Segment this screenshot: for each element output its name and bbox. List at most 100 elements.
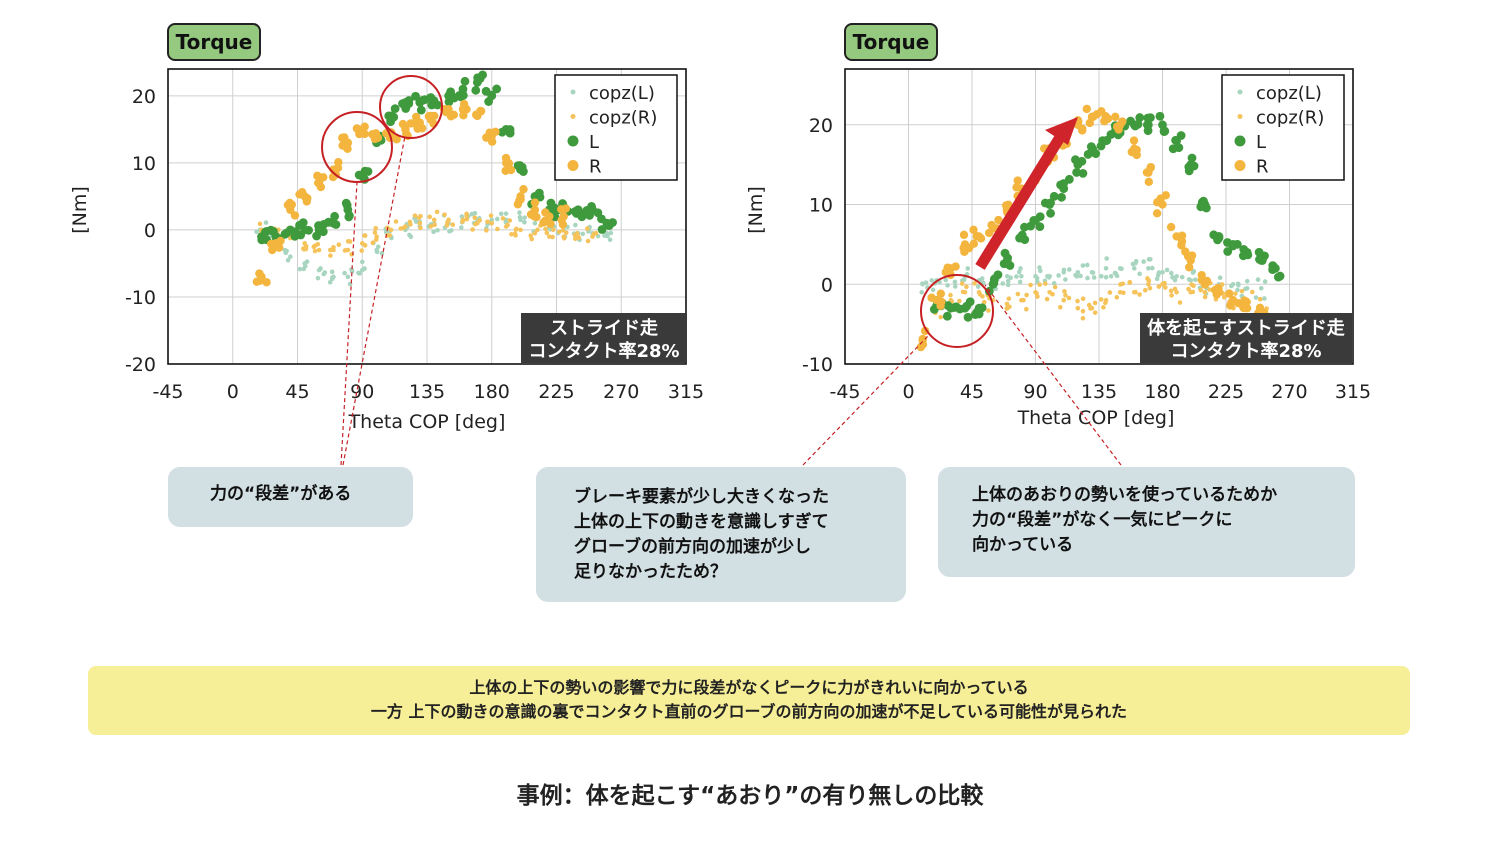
data-point (1034, 279, 1040, 284)
data-point (344, 211, 354, 220)
data-point (473, 73, 483, 83)
data-point (297, 188, 307, 197)
data-point (1133, 119, 1143, 129)
data-point (1133, 289, 1138, 295)
data-point (362, 266, 367, 271)
data-point (1160, 270, 1165, 275)
data-point (487, 137, 497, 146)
data-point (528, 233, 534, 238)
data-point (1101, 305, 1106, 310)
data-point (284, 248, 290, 254)
data-point (607, 237, 613, 243)
data-point (303, 263, 308, 269)
data-point (418, 225, 423, 231)
data-point (952, 284, 958, 289)
data-point (532, 230, 538, 236)
data-point (942, 311, 952, 321)
data-point (1107, 290, 1113, 295)
data-point (313, 171, 322, 180)
data-point (919, 290, 924, 295)
x-tick-label: 270 (1271, 381, 1307, 403)
data-point (1275, 271, 1285, 281)
data-point (1114, 295, 1120, 300)
data-point (1177, 237, 1187, 246)
data-point (1240, 296, 1249, 305)
data-point (534, 188, 544, 198)
data-point (959, 281, 965, 286)
torque-badge-label: Torque (853, 30, 930, 54)
data-point (263, 220, 269, 225)
trend-arrow-shaft (975, 131, 1067, 270)
data-point (343, 144, 352, 153)
data-point (1017, 279, 1023, 285)
data-point (1066, 295, 1072, 301)
data-point (411, 91, 420, 101)
data-point (445, 220, 450, 225)
data-point (1146, 281, 1151, 287)
data-point (329, 269, 335, 275)
data-point (1258, 285, 1264, 291)
data-point (1056, 180, 1066, 190)
data-point (392, 135, 401, 144)
data-point (268, 245, 277, 255)
data-point (1112, 270, 1118, 276)
data-point (505, 222, 510, 228)
data-point (1174, 273, 1179, 279)
data-point (374, 249, 380, 255)
data-point (1080, 315, 1086, 321)
data-point (1177, 300, 1183, 305)
data-point (504, 159, 514, 168)
legend-marker (1237, 89, 1243, 95)
data-point (497, 127, 507, 137)
data-point (495, 226, 500, 232)
data-point (331, 220, 341, 229)
data-point (1185, 263, 1194, 272)
data-point (1200, 280, 1210, 289)
data-point (960, 289, 966, 295)
data-point (1168, 288, 1174, 294)
data-point (1037, 282, 1042, 287)
data-point (1096, 141, 1106, 151)
data-point (1213, 283, 1223, 293)
data-point (1156, 270, 1162, 275)
x-tick-label: 45 (960, 381, 984, 403)
data-point (1268, 261, 1278, 271)
data-point (981, 299, 987, 305)
data-point (1191, 269, 1197, 274)
data-point (1207, 287, 1212, 292)
summary-line: 一方 上下の動きの意識の裏でコンタクト直前のグローブの前方向の加速が不足している… (370, 702, 1128, 721)
x-axis-label: Theta COP [deg] (348, 411, 506, 433)
data-point (1147, 285, 1153, 291)
data-point (373, 237, 379, 242)
legend-label: copz(L) (1256, 83, 1322, 104)
data-point (602, 233, 607, 238)
data-point (550, 227, 556, 232)
data-point (331, 244, 336, 250)
data-point (257, 235, 267, 245)
note-brake-element: ブレーキ要素が少し大きくなった 上体の上下の動きを意識しすぎて グローブの前方向… (536, 467, 906, 602)
data-point (1192, 277, 1198, 282)
series-l (929, 111, 1285, 322)
data-point (360, 259, 365, 265)
data-point (1091, 149, 1101, 159)
data-point (1255, 303, 1265, 313)
data-point (1143, 126, 1153, 136)
data-point (957, 298, 962, 304)
data-point (398, 99, 407, 109)
data-point (1154, 276, 1160, 282)
data-point (469, 211, 475, 217)
legend-marker (1234, 135, 1246, 147)
plot-border (844, 68, 1354, 365)
data-point (1144, 177, 1154, 187)
data-point (517, 214, 523, 220)
data-point (1016, 269, 1022, 275)
data-point (1062, 289, 1067, 294)
data-point (418, 213, 423, 219)
data-point (458, 91, 468, 100)
torque-chart-1: -45 0 45 90 135 180 225 270 315 -20 -10 0 10 20 copz(L… (69, 23, 704, 433)
data-point (1014, 274, 1019, 279)
data-point (336, 242, 342, 248)
torque-badge: Torque (844, 23, 938, 61)
data-point (608, 218, 617, 227)
data-point (1150, 265, 1155, 271)
